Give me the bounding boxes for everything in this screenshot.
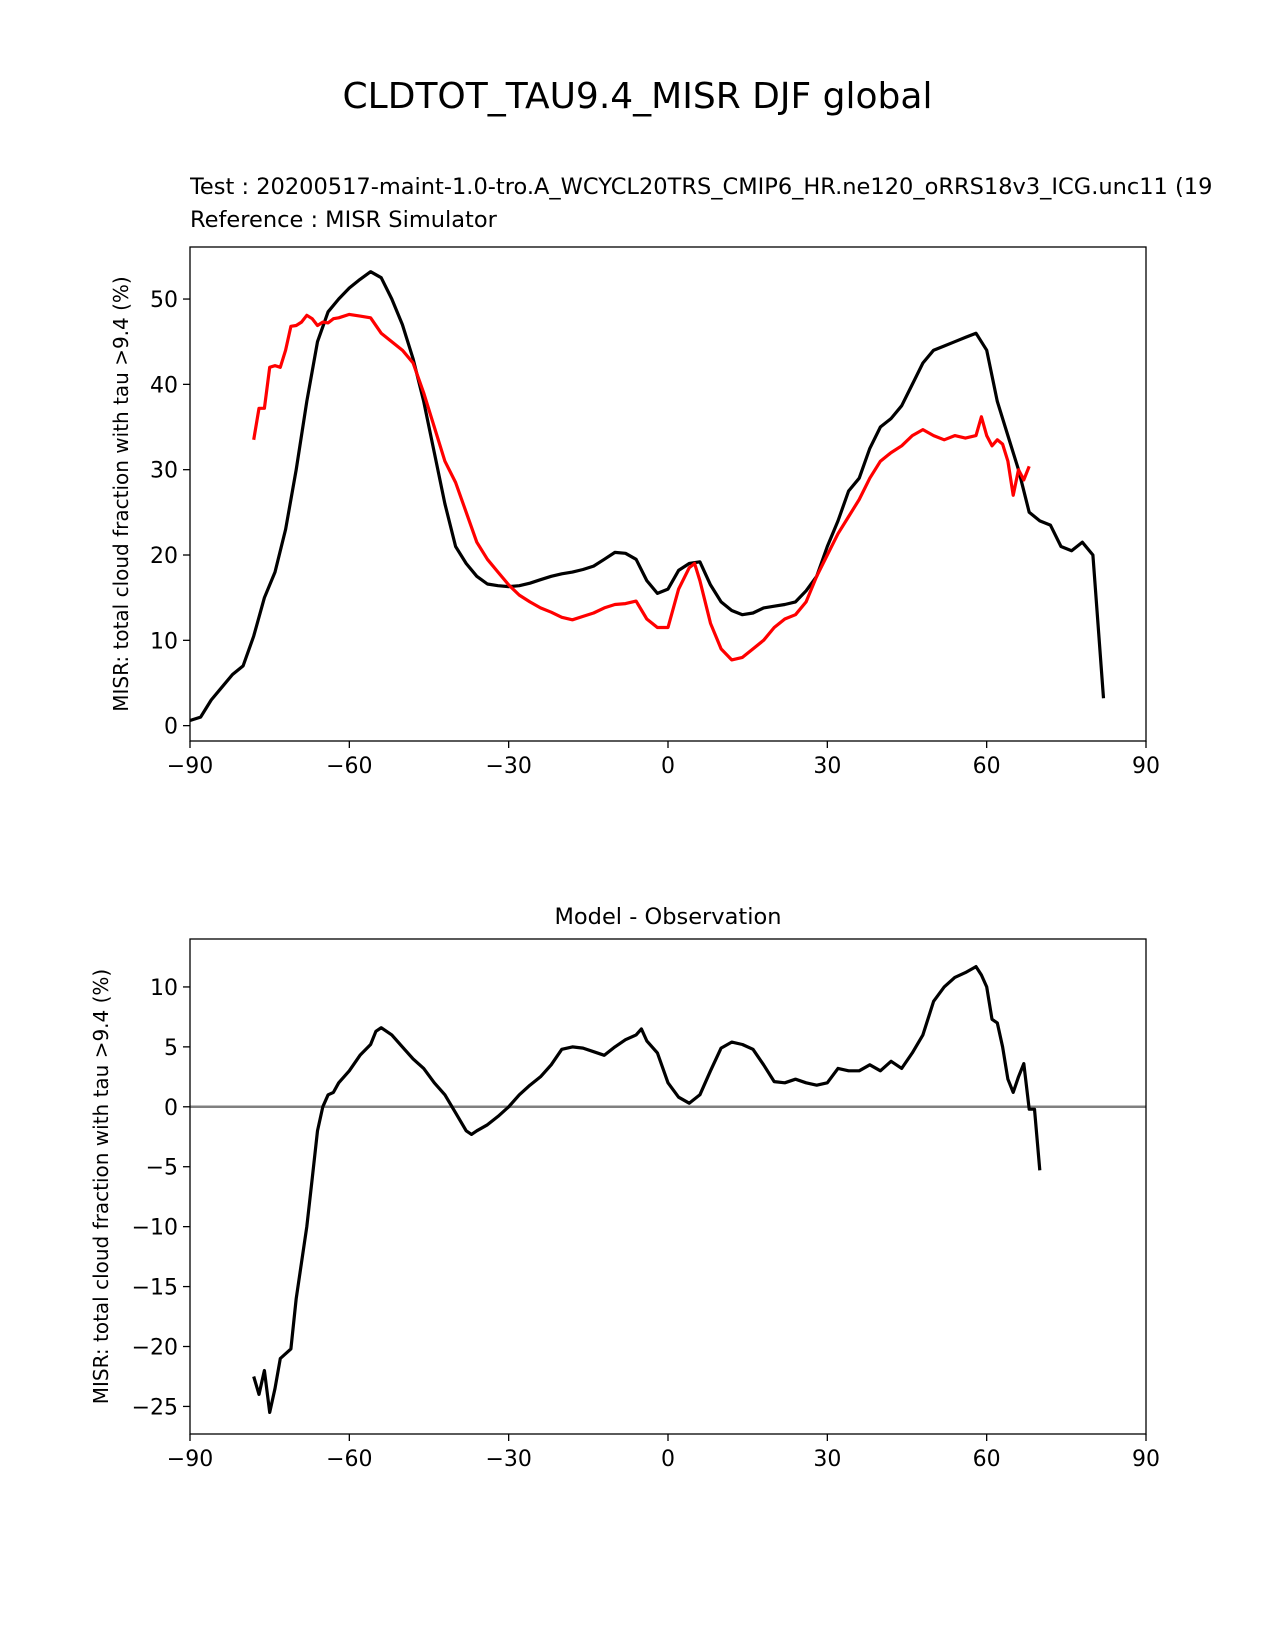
y-tick-label: −10 [132, 1216, 178, 1241]
x-tick-label: 90 [1132, 1447, 1160, 1472]
y-tick-label: −5 [146, 1156, 178, 1181]
y-tick-label: 50 [150, 288, 178, 313]
difference-panel-title: Model - Observation [554, 904, 782, 930]
y-axis-label: MISR: total cloud fraction with tau >9.4… [89, 969, 113, 1404]
y-tick-label: 0 [164, 715, 178, 740]
x-tick-label: 0 [661, 1447, 675, 1472]
x-tick-label: 0 [661, 754, 675, 779]
top-panel: −90 −60 −30 0 30 60 90 0 10 20 30 40 50 MISR: total c… [109, 246, 1160, 779]
y-tick-label: 10 [150, 629, 178, 654]
reference-label: Reference : MISR Simulator [190, 207, 497, 233]
x-tick-label: −60 [326, 754, 372, 779]
y-tick-label: −20 [132, 1336, 178, 1361]
x-tick-label: 60 [973, 1447, 1001, 1472]
series-line-model-observation [252, 965, 1042, 1414]
test-label: Test : 20200517-maint-1.0-tro.A_WCYCL20T… [190, 174, 1213, 200]
y-tick-label: 40 [150, 373, 178, 398]
y-tick-label: 10 [150, 976, 178, 1001]
y-tick-label: 30 [150, 459, 178, 484]
axes-frame [189, 938, 1147, 1435]
x-tick-label: 60 [973, 754, 1001, 779]
x-tick-label: 30 [813, 1447, 841, 1472]
x-tick-label: −60 [326, 1447, 372, 1472]
y-tick-label: −15 [132, 1276, 178, 1301]
series-line-reference [252, 312, 1031, 662]
bottom-panel: −90 −60 −30 0 30 60 90 −25 −20 −15 −10 −5 0 5 10 MISR: … [89, 938, 1160, 1472]
y-tick-label: −25 [132, 1395, 178, 1420]
y-tick-label: 20 [150, 544, 178, 569]
x-tick-label: −90 [167, 1447, 213, 1472]
x-tick-label: −30 [485, 754, 531, 779]
axes-frame [189, 246, 1147, 742]
figure-title: CLDTOT_TAU9.4_MISR DJF global [342, 76, 933, 117]
y-tick-label: 5 [164, 1036, 178, 1061]
y-tick-label: 0 [164, 1096, 178, 1121]
x-tick-label: −90 [167, 754, 213, 779]
series-line-test [189, 270, 1106, 723]
x-tick-label: −30 [485, 1447, 531, 1472]
y-axis-label: MISR: total cloud fraction with tau >9.4… [109, 276, 133, 711]
x-tick-label: 30 [813, 754, 841, 779]
x-tick-label: 90 [1132, 754, 1160, 779]
